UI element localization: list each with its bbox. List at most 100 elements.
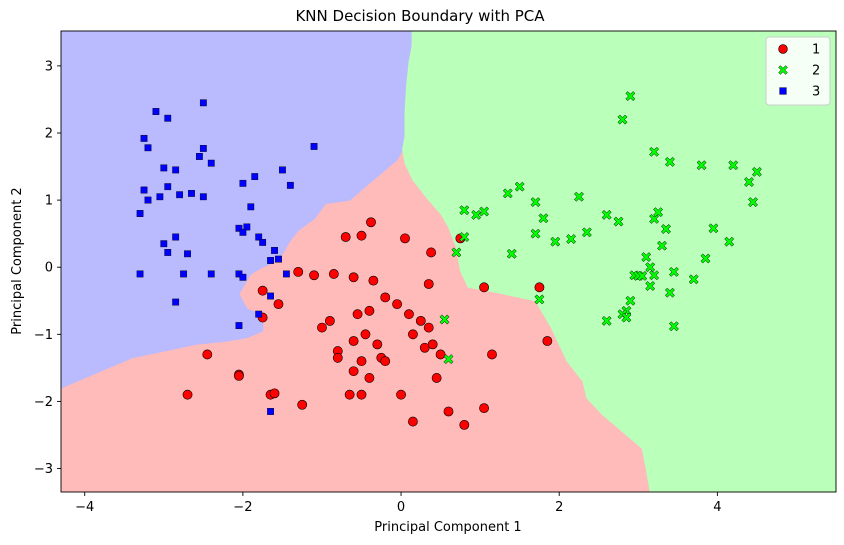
data-point	[293, 267, 304, 277]
data-point	[356, 356, 367, 367]
data-point	[506, 248, 517, 259]
data-point	[550, 236, 561, 247]
data-point	[451, 247, 462, 258]
data-point	[696, 160, 707, 171]
data-point	[617, 114, 628, 125]
data-point	[392, 299, 402, 310]
data-point	[239, 228, 247, 236]
data-point	[724, 236, 735, 247]
data-point	[144, 144, 152, 152]
data-point	[356, 230, 367, 241]
data-point	[649, 270, 660, 281]
data-point	[176, 191, 184, 199]
legend-item-1: 1	[778, 43, 820, 58]
data-point	[332, 352, 343, 363]
data-point	[459, 205, 470, 216]
data-point	[286, 181, 294, 189]
data-point	[744, 177, 754, 187]
data-point	[613, 216, 624, 227]
y-tick-label: −2	[34, 395, 53, 410]
plot-frame	[60, 30, 837, 493]
y-tick-label: −3	[34, 462, 53, 477]
x-tick-label: −4	[75, 500, 94, 515]
data-point	[199, 145, 207, 152]
data-point	[664, 156, 675, 167]
data-point	[172, 298, 180, 306]
legend-label: 1	[812, 43, 820, 58]
data-point	[637, 270, 648, 281]
data-point	[282, 270, 290, 278]
data-point	[269, 388, 280, 399]
legend-box	[765, 36, 831, 106]
data-point	[239, 179, 247, 187]
data-point	[275, 255, 282, 263]
data-point	[255, 310, 263, 318]
data-point	[164, 114, 172, 122]
data-point	[259, 238, 267, 246]
data-point	[340, 232, 351, 242]
data-point	[348, 366, 359, 377]
data-point	[728, 160, 739, 171]
data-point	[479, 206, 490, 217]
data-point	[207, 159, 215, 167]
y-tick-label: −1	[34, 328, 53, 343]
data-point	[408, 329, 418, 340]
data-point	[368, 275, 379, 286]
data-point	[423, 279, 434, 289]
data-point	[435, 349, 446, 360]
data-point	[649, 146, 660, 157]
data-point	[601, 315, 612, 326]
data-point	[172, 166, 180, 174]
data-point	[427, 339, 438, 350]
data-point	[199, 193, 207, 201]
legend-marker	[778, 44, 788, 54]
data-point	[180, 270, 187, 278]
data-point	[348, 272, 359, 283]
data-point	[380, 292, 391, 303]
data-point	[530, 228, 541, 239]
data-point	[459, 419, 470, 430]
data-point	[352, 309, 363, 320]
data-point	[239, 273, 247, 281]
data-point	[380, 356, 391, 367]
data-point	[328, 269, 339, 279]
data-point	[708, 223, 719, 234]
data-point	[310, 143, 318, 150]
data-point	[372, 339, 383, 350]
data-point	[534, 282, 545, 293]
data-point	[297, 399, 308, 410]
data-point	[251, 173, 259, 181]
data-point	[534, 294, 545, 305]
data-point	[423, 322, 434, 333]
data-point	[366, 217, 376, 228]
data-point	[668, 266, 679, 277]
data-point	[164, 183, 172, 191]
series-1	[182, 217, 553, 430]
data-point	[257, 285, 268, 296]
y-tick-label: 3	[45, 59, 53, 74]
legend-item-2: 2	[778, 64, 820, 79]
data-point	[641, 252, 652, 263]
series-2	[439, 91, 762, 365]
data-point	[348, 336, 359, 346]
legend-marker	[778, 65, 788, 75]
x-tick-label: −2	[233, 500, 252, 515]
data-point	[140, 134, 148, 142]
data-point	[136, 210, 144, 217]
data-point	[404, 309, 414, 320]
data-point	[396, 389, 406, 400]
data-point	[324, 315, 335, 326]
data-point	[152, 108, 160, 115]
data-point	[487, 349, 497, 360]
data-point	[538, 213, 549, 224]
data-point	[267, 257, 274, 264]
data-point	[182, 389, 193, 400]
data-point	[574, 191, 584, 202]
data-point	[502, 188, 513, 199]
data-point	[408, 416, 418, 427]
data-point	[243, 223, 251, 231]
data-point	[364, 305, 375, 316]
data-point	[748, 197, 758, 208]
data-point	[172, 233, 180, 241]
